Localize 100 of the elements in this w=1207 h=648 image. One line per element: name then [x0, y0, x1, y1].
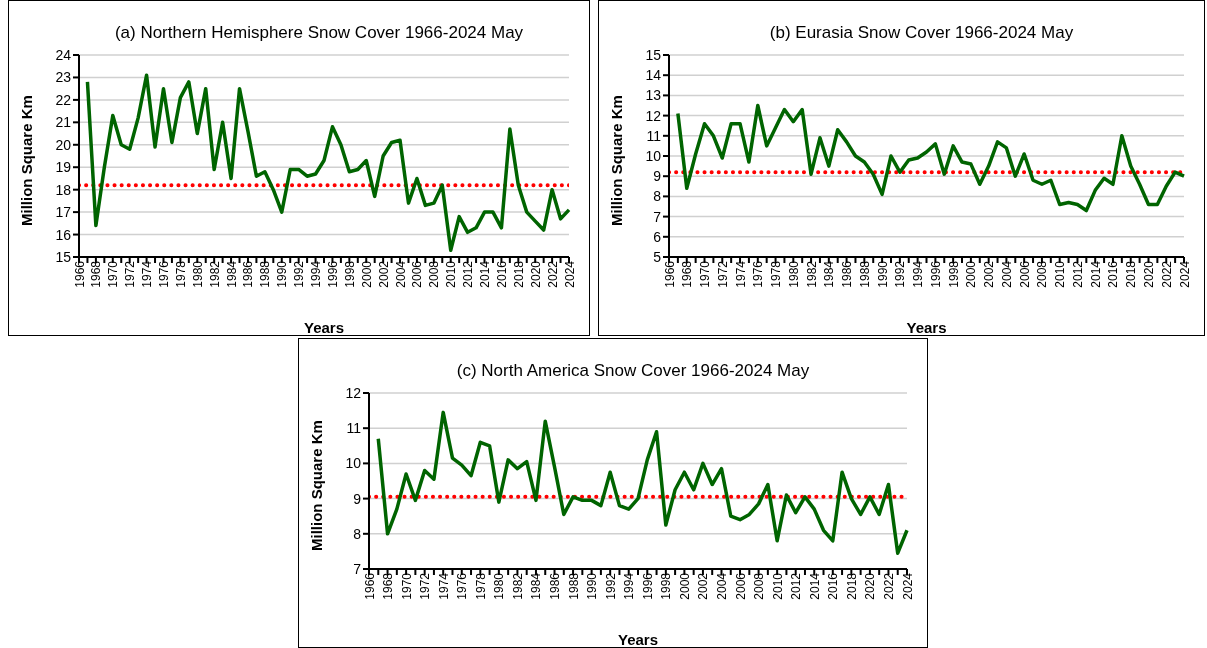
- x-tick-label: 2022: [1159, 260, 1174, 288]
- x-tick-label: 1988: [566, 572, 581, 600]
- x-tick-label: 2016: [494, 260, 509, 288]
- x-tick-label: 1974: [733, 260, 748, 288]
- y-tick-label: 19: [55, 159, 72, 176]
- x-tick-label: 1990: [585, 572, 600, 600]
- y-tick-label: 8: [353, 525, 362, 542]
- x-tick-label: 2018: [844, 572, 859, 600]
- y-tick-label: 17: [55, 204, 72, 221]
- line-series: [376, 410, 909, 555]
- x-tick-label: 1978: [173, 260, 188, 288]
- x-tick-label: 1978: [473, 572, 488, 600]
- x-tick-label: 2020: [528, 260, 543, 288]
- x-tick-label: 1970: [698, 260, 713, 288]
- x-tick-label: 1990: [875, 260, 890, 288]
- x-tick-label: 1976: [455, 572, 470, 600]
- x-tick-label: 1968: [680, 260, 695, 288]
- y-tick-label: 15: [55, 248, 72, 265]
- x-tick-label: 2006: [733, 572, 748, 600]
- y-tick-label: 14: [645, 67, 662, 84]
- x-tick-label: 1994: [911, 260, 926, 288]
- x-tick-label: 1992: [292, 260, 307, 288]
- chart-title: (c) North America Snow Cover 1966-2024 May: [455, 361, 811, 382]
- y-tick-label: 16: [55, 226, 72, 243]
- x-tick-label: 1992: [603, 572, 618, 600]
- x-tick-label: 1966: [72, 260, 87, 288]
- y-axis-title: Million Square Km: [308, 420, 326, 551]
- x-tick-label: 2016: [1106, 260, 1121, 288]
- x-tick-label: 2000: [677, 572, 692, 600]
- y-axis-title: Million Square Km: [18, 95, 36, 226]
- chart-title: (b) Eurasia Snow Cover 1966-2024 May: [768, 23, 1075, 44]
- x-tick-label: 2002: [376, 260, 391, 288]
- x-tick-label: 2002: [982, 260, 997, 288]
- x-tick-label: 2012: [1070, 260, 1085, 288]
- x-tick-label: 1996: [325, 260, 340, 288]
- x-tick-label: 1980: [492, 572, 507, 600]
- x-tick-label: 1996: [640, 572, 655, 600]
- x-tick-label: 1978: [769, 260, 784, 288]
- x-tick-label: 1982: [510, 572, 525, 600]
- x-tick-label: 2008: [427, 260, 442, 288]
- x-tick-label: 2020: [863, 572, 878, 600]
- x-tick-label: 2014: [807, 572, 822, 600]
- y-tick-label: 12: [345, 384, 362, 401]
- x-tick-label: 2014: [478, 260, 493, 288]
- x-tick-label: 1986: [548, 572, 563, 600]
- x-tick-label: 2016: [826, 572, 841, 600]
- x-tick-label: 2024: [900, 572, 915, 600]
- x-tick-label: 1998: [946, 260, 961, 288]
- y-tick-label: 11: [646, 127, 662, 144]
- line-series: [676, 103, 1186, 213]
- chart-title: (a) Northern Hemisphere Snow Cover 1966-2024 May: [113, 23, 525, 44]
- x-tick-label: 1994: [622, 572, 637, 600]
- x-tick-label: 1968: [89, 260, 104, 288]
- x-tick-label: 1970: [399, 572, 414, 600]
- x-tick-label: 1998: [659, 572, 674, 600]
- x-tick-label: 1992: [893, 260, 908, 288]
- y-tick-label: 21: [55, 114, 72, 131]
- y-tick-label: 20: [55, 136, 72, 153]
- x-tick-label: 1974: [140, 260, 155, 288]
- x-tick-label: 1980: [786, 260, 801, 288]
- x-tick-label: 1982: [207, 260, 222, 288]
- y-tick-label: 10: [645, 147, 662, 164]
- y-tick-label: 8: [653, 188, 662, 205]
- y-tick-label: 7: [653, 208, 662, 225]
- x-tick-label: 2010: [770, 572, 785, 600]
- x-tick-label: 2002: [696, 572, 711, 600]
- x-tick-label: 1968: [381, 572, 396, 600]
- x-tick-label: 1996: [928, 260, 943, 288]
- x-tick-label: 1998: [342, 260, 357, 288]
- x-tick-label: 2012: [789, 572, 804, 600]
- x-axis-title: Years: [617, 631, 659, 648]
- x-tick-label: 2022: [881, 572, 896, 600]
- x-tick-label: 1974: [436, 572, 451, 600]
- x-axis-title: Years: [906, 319, 947, 336]
- x-tick-label: 1966: [362, 572, 377, 600]
- x-tick-label: 1980: [190, 260, 205, 288]
- x-tick-label: 1986: [241, 260, 256, 288]
- x-tick-label: 2004: [999, 260, 1014, 288]
- x-tick-label: 2018: [511, 260, 526, 288]
- x-tick-label: 1982: [804, 260, 819, 288]
- x-tick-label: 1966: [662, 260, 677, 288]
- x-tick-label: 2004: [393, 260, 408, 288]
- x-tick-label: 1972: [418, 572, 433, 600]
- x-tick-label: 1988: [258, 260, 273, 288]
- y-tick-label: 12: [645, 107, 662, 124]
- x-tick-label: 2024: [562, 260, 577, 288]
- x-tick-label: 1976: [157, 260, 171, 288]
- x-tick-label: 2014: [1088, 260, 1103, 288]
- x-tick-label: 1990: [275, 260, 290, 288]
- y-tick-label: 9: [653, 168, 662, 185]
- y-tick-label: 15: [645, 46, 662, 63]
- x-tick-label: 1988: [857, 260, 872, 288]
- x-tick-label: 2020: [1142, 260, 1156, 288]
- y-tick-label: 11: [346, 420, 362, 437]
- y-tick-label: 24: [55, 46, 72, 63]
- y-axis-title: Million Square Km: [608, 95, 626, 226]
- y-tick-label: 7: [353, 560, 362, 577]
- line-series: [85, 73, 571, 253]
- x-tick-label: 2008: [752, 572, 767, 600]
- x-tick-label: 2004: [715, 572, 729, 600]
